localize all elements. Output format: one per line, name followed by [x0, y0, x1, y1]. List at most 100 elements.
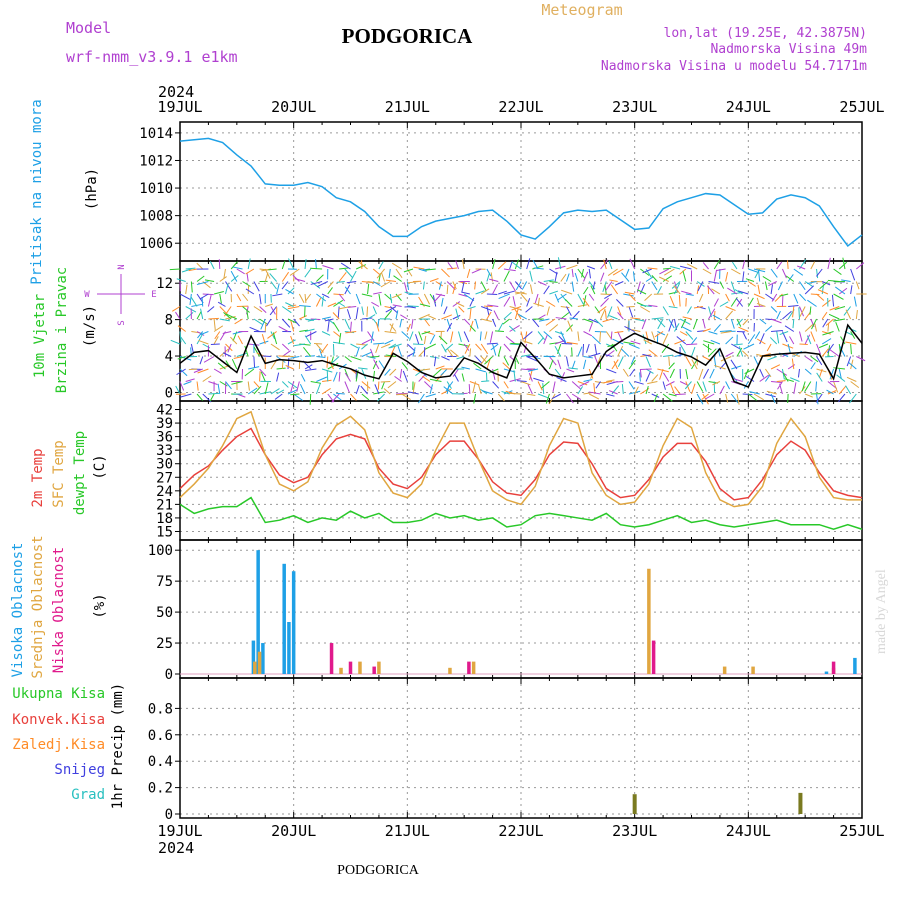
precip-legend-snow: Snijeg	[54, 762, 105, 778]
wind-arrow	[324, 318, 334, 322]
wind-arrow	[725, 306, 736, 311]
wind-arrow	[787, 343, 791, 354]
panel-frame	[179, 121, 863, 262]
wind-arrow	[719, 301, 729, 307]
station-title: PODGORICA	[342, 24, 474, 48]
y-tick-label: 25	[156, 636, 173, 652]
wind-arrow	[702, 262, 709, 270]
wind-arrow	[566, 306, 572, 316]
wind-arrow	[223, 268, 226, 279]
wind-arrow	[326, 370, 329, 382]
wind-arrow	[490, 343, 499, 351]
wind-arrow	[463, 293, 475, 302]
wind-arrow	[566, 324, 574, 332]
wind-arrow	[792, 318, 795, 329]
wind-arrow	[264, 382, 269, 395]
wind-arrow	[452, 368, 459, 377]
wind-arrow	[768, 281, 777, 286]
wind-arrow	[545, 300, 556, 307]
wind-arrow	[624, 291, 635, 295]
wind-arrow	[713, 298, 719, 307]
wind-arrow	[406, 323, 411, 332]
y-tick-label: 0.6	[148, 728, 173, 744]
wind-arrow	[674, 339, 686, 345]
wind-arrow	[497, 322, 504, 332]
wind-arrow	[745, 376, 755, 382]
wind-arrow	[407, 305, 419, 307]
temp-dewpt-line	[179, 496, 863, 531]
wind-arrow	[502, 318, 510, 325]
wind-arrow	[475, 318, 479, 329]
y-tick-label: 24	[156, 484, 173, 500]
wind-arrow	[759, 368, 765, 378]
wind-arrow	[797, 368, 800, 378]
precip-legend-frz: Zaledj.Kisa	[12, 737, 105, 753]
wind-arrow	[474, 281, 477, 290]
wind-arrow	[272, 293, 283, 297]
wind-arrow	[607, 306, 613, 318]
wind-arrow	[418, 347, 427, 357]
wind-arrow	[384, 331, 397, 334]
wind-arrow	[658, 276, 669, 282]
wind-arrow	[443, 306, 448, 315]
wind-arrow	[222, 331, 232, 334]
wind-arrow	[691, 360, 697, 370]
wind-arrow	[320, 343, 329, 354]
wind-arrow	[315, 383, 321, 395]
wind-arrow	[571, 360, 576, 370]
wind-arrow	[696, 381, 704, 392]
wind-arrow	[418, 368, 431, 371]
wind-arrow	[537, 314, 546, 320]
wind-arrow	[589, 352, 601, 357]
wind-arrow	[612, 338, 624, 345]
wind-arrow	[441, 356, 450, 361]
wind-arrow	[810, 356, 819, 363]
wind-arrow	[361, 338, 372, 345]
wind-arrow	[361, 393, 370, 401]
wind-arrow	[681, 325, 692, 332]
wind-arrow	[242, 293, 249, 302]
wind-arrow	[389, 323, 394, 332]
wind-arrow	[545, 318, 556, 326]
wind-arrow	[207, 306, 215, 313]
wind-arrow	[372, 360, 378, 370]
wind-arrow	[213, 325, 224, 332]
wind-arrow	[338, 332, 342, 345]
wind-arrow	[461, 373, 465, 382]
wind-label-1: 10m Vjetar	[32, 294, 48, 378]
wind-arrow	[458, 343, 469, 347]
wind-arrow	[543, 285, 550, 295]
wind-arrow	[664, 268, 675, 276]
wind-arrow	[264, 322, 267, 332]
wind-arrow	[548, 359, 554, 370]
wind-arrow	[217, 383, 221, 395]
wind-arrow	[713, 269, 718, 282]
wind-arrow	[624, 325, 635, 332]
wind-arrow	[502, 362, 510, 370]
wind-arrow	[753, 293, 765, 300]
wind-arrow	[621, 384, 624, 395]
wind-arrow	[673, 285, 681, 295]
wind-arrow	[340, 262, 351, 270]
wind-arrow	[663, 267, 672, 270]
temp-label-3: dewpt Temp	[72, 431, 88, 515]
wind-arrow	[829, 349, 840, 357]
wind-arrow	[503, 311, 512, 320]
wind-arrow	[475, 290, 485, 295]
wind-arrow	[804, 368, 812, 375]
wind-arrow	[183, 381, 192, 385]
wind-arrow	[571, 347, 573, 357]
wind-arrow	[213, 290, 224, 295]
wind-arrow	[322, 379, 332, 382]
temp-label-1: 2m Temp	[30, 448, 46, 507]
temp-unit: (C)	[92, 454, 108, 479]
wind-arrow	[749, 391, 760, 395]
panel-frame	[179, 677, 863, 819]
wind-arrow	[391, 262, 402, 270]
wind-arrow	[287, 389, 298, 395]
wind-arrow	[687, 306, 692, 314]
wind-arrow	[486, 268, 492, 277]
wind-arrow	[554, 271, 558, 282]
wind-arrow	[287, 306, 300, 310]
wind-arrow	[841, 279, 851, 282]
